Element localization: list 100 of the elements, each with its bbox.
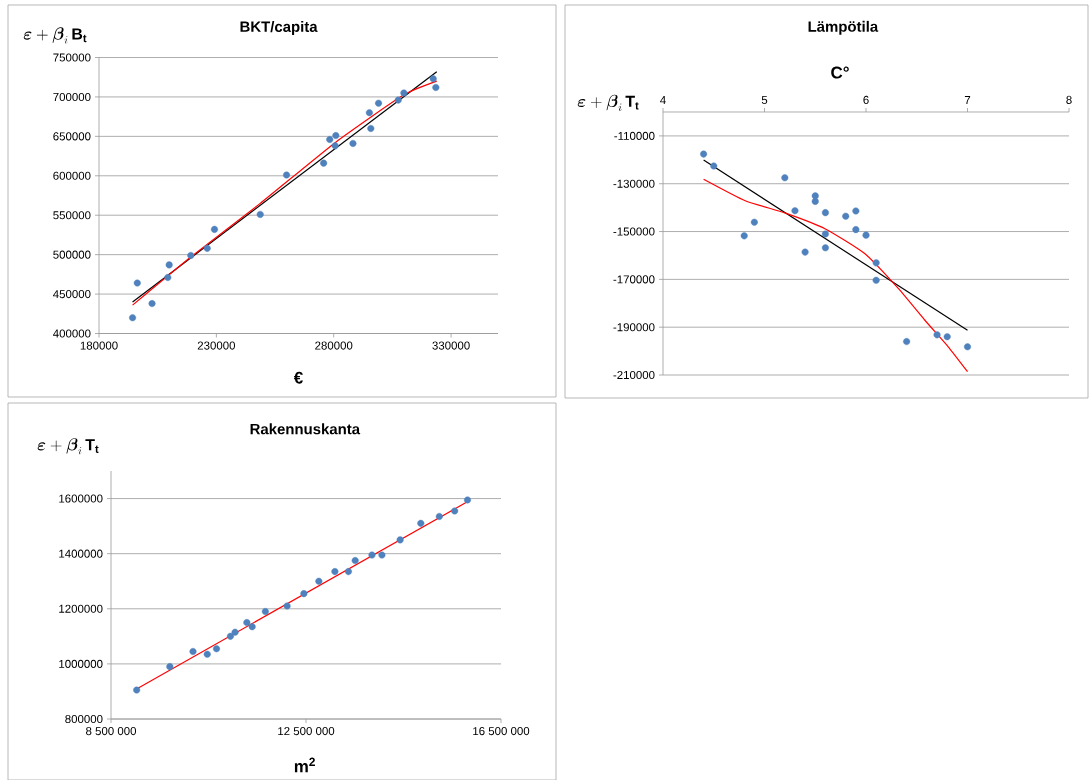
point — [821, 209, 829, 217]
point — [203, 244, 211, 252]
point — [243, 619, 251, 627]
y-tick-label: 550000 — [53, 211, 91, 220]
y-tick-label: -150000 — [613, 227, 655, 236]
point — [432, 83, 440, 91]
point — [331, 568, 339, 576]
point — [400, 89, 408, 97]
x-axis-title: € — [293, 371, 303, 384]
point — [791, 207, 799, 215]
point — [862, 231, 870, 239]
y-tick-label: 500000 — [53, 250, 91, 259]
x-tick-label: 330000 — [432, 341, 470, 350]
point — [210, 225, 218, 233]
point — [300, 590, 308, 598]
point — [133, 686, 141, 694]
y-axis-title: $\boldsymbol{\varepsilon}+\boldsymbol{\beta}_{i}\,\mathbf{B}_{\mathbf{t}}$ — [23, 27, 87, 44]
point — [365, 109, 373, 117]
point — [351, 557, 359, 565]
y-tick-label: 1200000 — [59, 604, 103, 613]
x-tick-label: 12 500 000 — [278, 727, 335, 736]
point — [700, 150, 708, 158]
point — [852, 207, 860, 215]
point — [283, 171, 291, 179]
point — [133, 279, 141, 287]
y-tick-label: 1600000 — [59, 494, 103, 503]
point — [148, 300, 156, 308]
point — [933, 331, 941, 339]
x-tick-label: 6 — [863, 95, 869, 104]
point — [451, 507, 459, 515]
y-tick-label: 1000000 — [59, 659, 103, 668]
point — [256, 210, 264, 218]
point — [226, 632, 234, 640]
chart-title: BKT/capita — [240, 21, 318, 35]
y-tick-label: 750000 — [53, 53, 91, 62]
point — [344, 568, 352, 576]
x-tick-label: 8 — [1066, 95, 1072, 104]
y-tick-label: -170000 — [613, 275, 655, 284]
point — [326, 136, 334, 144]
point — [842, 212, 850, 220]
point — [435, 512, 443, 520]
point — [189, 647, 197, 655]
y-tick-label: 650000 — [53, 132, 91, 141]
point — [811, 197, 819, 205]
point — [315, 577, 323, 585]
x-axis-title: C° — [831, 66, 849, 79]
y-tick-label: 450000 — [53, 290, 91, 299]
point — [378, 551, 386, 559]
point — [187, 251, 195, 259]
point — [750, 218, 758, 226]
point — [811, 192, 819, 200]
point — [801, 248, 809, 256]
point — [261, 608, 269, 616]
x-tick-label: 16 500 000 — [473, 727, 530, 736]
x-tick-label: 8 500 000 — [86, 727, 137, 736]
y-tick-label: 1400000 — [59, 549, 103, 558]
y-tick-label: 800000 — [65, 714, 103, 724]
point — [872, 259, 880, 267]
point — [367, 124, 375, 132]
point — [283, 602, 291, 610]
point — [394, 96, 402, 104]
point — [740, 232, 748, 240]
point — [903, 338, 911, 346]
point — [852, 226, 860, 234]
x-tick-label: 7 — [964, 96, 971, 104]
point — [349, 139, 357, 147]
y-tick-label: 600000 — [53, 171, 91, 180]
y-tick-label: -130000 — [613, 179, 655, 188]
point — [331, 142, 339, 150]
point — [463, 496, 471, 504]
point — [164, 274, 172, 282]
point — [821, 230, 829, 238]
point — [248, 623, 256, 631]
point — [375, 99, 383, 107]
y-tick-label: 400000 — [53, 329, 91, 338]
point — [396, 536, 404, 544]
x-tick-label: 5 — [761, 96, 768, 104]
y-tick-label: -110000 — [614, 131, 655, 140]
y-axis-title: $\boldsymbol{\varepsilon}+\boldsymbol{\beta}_{i}\,\mathbf{T}_{\mathbf{t}}$ — [37, 438, 99, 455]
point — [231, 628, 239, 636]
point — [429, 75, 437, 83]
y-tick-label: -190000 — [613, 323, 655, 332]
point — [964, 343, 972, 351]
point — [417, 519, 425, 527]
x-tick-label: 230000 — [197, 341, 236, 350]
point — [166, 663, 174, 671]
y-axis-title: $\boldsymbol{\varepsilon}+\boldsymbol{\beta}_{i}\,\mathbf{T}_{\mathbf{t}}$ — [577, 94, 639, 111]
point — [781, 174, 789, 182]
y-tick-label: 700000 — [53, 92, 91, 101]
line-series — [703, 178, 969, 373]
point — [332, 132, 340, 140]
point — [165, 261, 173, 269]
chart-title: Rakennuskanta — [250, 423, 361, 435]
y-tick-label: -210000 — [613, 370, 655, 380]
x-axis-title: m$^{2}$ — [294, 757, 315, 773]
point — [213, 645, 221, 653]
point — [368, 551, 376, 559]
point — [821, 244, 829, 252]
x-tick-label: 280000 — [315, 341, 353, 350]
point — [710, 162, 718, 170]
